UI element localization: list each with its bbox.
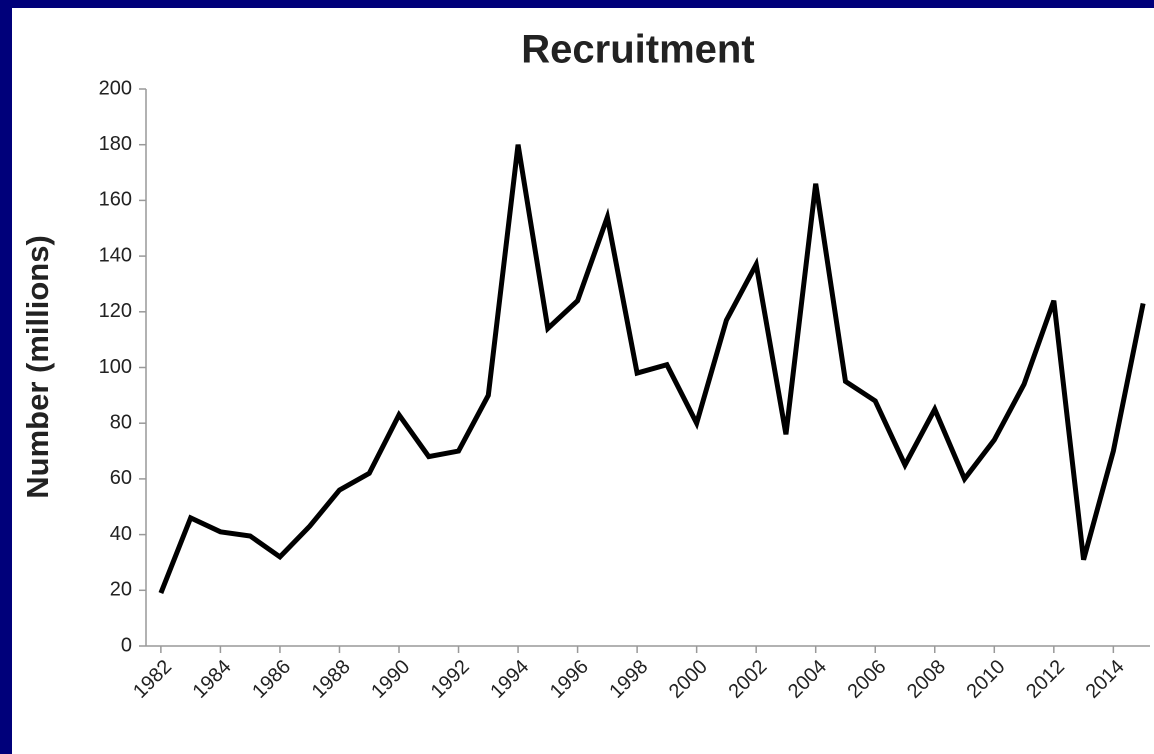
chart-background: [12, 8, 1154, 754]
y-tick-label: 180: [99, 133, 132, 155]
y-tick-label: 160: [99, 189, 132, 211]
y-tick-label: 60: [110, 467, 132, 489]
data-line: [158, 144, 1146, 595]
chart-title: Recruitment: [521, 28, 754, 72]
y-tick-label: 20: [110, 579, 132, 601]
y-tick-label: 140: [99, 244, 132, 266]
y-tick-label: 100: [99, 356, 132, 378]
y-tick-label: 40: [110, 523, 132, 545]
y-axis-label: Number (millions): [20, 235, 55, 499]
y-tick-label: 80: [110, 411, 132, 433]
y-tick-label: 0: [121, 634, 132, 656]
y-tick-label: 200: [99, 77, 132, 99]
y-tick-label: 120: [99, 300, 132, 322]
